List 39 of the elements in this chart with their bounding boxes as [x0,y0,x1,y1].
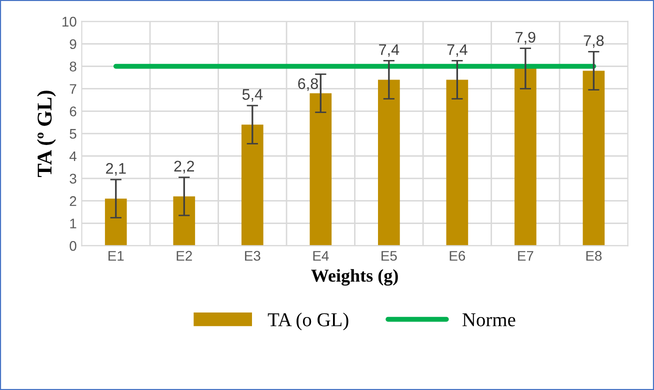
x-tick-label: E1 [108,251,124,261]
x-tick-label: E6 [450,250,466,261]
x-tick-label: E8 [586,250,602,261]
legend-label: TA (o GL) [268,312,348,330]
legend-label: Norme [462,313,516,326]
bar [173,196,196,246]
y-tick-label: 4 [69,151,76,162]
y-tick-label: 9 [70,39,76,50]
bar [104,198,127,246]
x-tick-label: E7 [518,251,534,261]
y-tick-label: 6 [70,106,76,116]
y-tick-label: 7 [70,84,76,94]
data-label: 6,8 [298,78,318,91]
x-tick-label: E2 [176,250,192,261]
y-tick-label: 1 [70,218,76,228]
data-label: 2,1 [106,163,126,176]
y-tick-label: 5 [70,129,76,139]
bar [241,124,264,246]
x-tick-label: E3 [245,250,260,261]
bar [446,80,468,246]
y-axis-title: TA (º GL) [36,90,56,178]
data-label: 7,4 [447,44,468,57]
data-label: 2,2 [174,160,194,174]
data-label: 7,4 [379,44,400,57]
y-tick-label: 0 [70,241,76,251]
data-label: 7,8 [584,35,604,48]
y-tick-label: 10 [62,16,76,27]
bar [582,70,605,246]
bar [514,68,536,246]
bar [310,93,332,246]
x-tick-label: E4 [313,251,329,261]
y-tick-label: 2 [70,196,76,206]
bar [378,80,400,246]
data-label: 7,9 [516,32,536,44]
x-axis-title: Weights (g) [311,269,398,286]
y-tick-label: 8 [70,62,76,72]
data-label: 5,4 [242,89,263,102]
x-tick-label: E5 [382,251,397,261]
y-tick-label: 3 [70,174,76,184]
